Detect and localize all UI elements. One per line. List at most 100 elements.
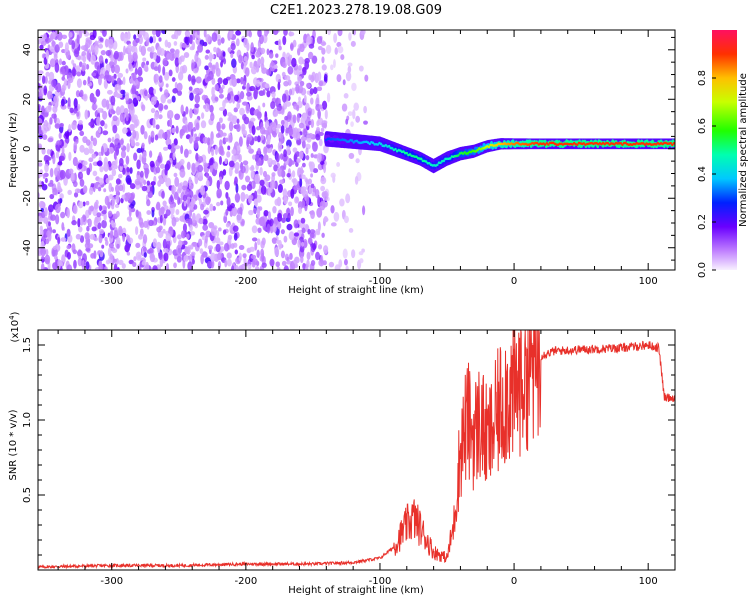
noise-cell [111,196,116,207]
noise-cell [246,139,250,147]
noise-cell [65,132,69,139]
noise-cell [145,60,150,66]
noise-cell [362,205,366,216]
noise-cell [113,227,119,238]
noise-cell [255,265,260,270]
noise-cell [193,88,199,95]
signal-core [371,141,375,145]
noise-cell [273,64,278,70]
noise-cell [149,36,154,44]
noise-cell [150,181,156,186]
noise-cell [73,48,80,58]
noise-cell [351,249,356,259]
noise-cell [226,93,231,101]
noise-cell [68,31,73,38]
noise-cell [218,87,224,94]
noise-cell [148,247,154,254]
noise-cell [219,246,225,252]
noise-cell [177,90,183,96]
noise-cell [156,46,162,55]
noise-cell [223,214,228,224]
snr-ticks: -300 -200 -100 0 100 0.5 1.0 1.5 [22,330,676,587]
noise-cell [316,86,323,92]
noise-cell [214,144,219,156]
signal-core [671,143,674,147]
noise-cell [298,206,303,214]
noise-cell [101,205,107,211]
noise-cell [336,74,342,83]
noise-cell [278,131,282,139]
noise-cell [67,77,74,84]
noise-cell [96,116,101,127]
noise-cell [140,45,147,56]
noise-cell [309,232,315,239]
noise-cell [41,53,46,59]
noise-cell [52,247,58,257]
noise-cell [98,234,103,244]
noise-cell [211,32,218,43]
noise-cell [348,152,355,159]
noise-cell [133,119,138,129]
noise-cell [321,56,325,64]
noise-cell [187,74,192,82]
noise-cell [85,261,90,270]
signal-core [466,151,470,155]
noise-cell [236,213,243,224]
noise-cell [251,237,258,242]
noise-cell [239,90,245,100]
noise-cell [323,245,329,254]
signal-core [350,139,354,142]
noise-cell [51,113,57,119]
noise-cell [38,117,43,127]
noise-cell [247,263,252,270]
noise-cell [77,257,83,267]
spectrogram-x-tick-label: -100 [369,276,392,287]
noise-cell [266,48,270,56]
noise-cell [280,229,285,235]
noise-cell [86,167,91,176]
noise-cell [39,44,44,50]
noise-cell [240,76,244,85]
noise-cell [63,78,68,86]
noise-cell [307,111,312,117]
noise-cell [98,55,104,64]
noise-cell [40,40,47,46]
noise-cell [73,109,78,114]
noise-cell [188,254,193,264]
noise-cell [116,267,120,270]
noise-cell [264,174,271,182]
noise-cell [165,83,169,88]
noise-cell [297,239,301,248]
noise-cell [250,169,255,180]
noise-cell [203,162,209,168]
noise-cell [162,66,166,76]
noise-cell [163,146,169,151]
noise-cell [228,166,233,177]
spectrogram-x-tick-label: -300 [100,276,123,287]
noise-cell [211,77,216,85]
noise-cell [209,139,214,145]
signal-core [669,141,672,145]
noise-cell [171,127,176,134]
noise-cell [142,151,147,159]
noise-cell [90,54,96,65]
noise-cell [77,103,81,111]
noise-cell [233,107,238,113]
noise-cell [318,259,325,267]
noise-cell [245,103,250,114]
noise-cell [158,75,163,83]
noise-cell [227,145,231,151]
noise-cell [175,125,179,134]
noise-cell [187,261,193,270]
noise-cell [99,37,104,42]
noise-cell [152,265,158,270]
noise-cell [293,219,299,229]
noise-cell [88,206,92,216]
noise-cell [301,200,306,208]
noise-cell [271,237,278,244]
noise-cell [198,238,203,247]
noise-cell [67,189,72,196]
noise-cell [234,161,240,171]
noise-cell [348,228,354,233]
